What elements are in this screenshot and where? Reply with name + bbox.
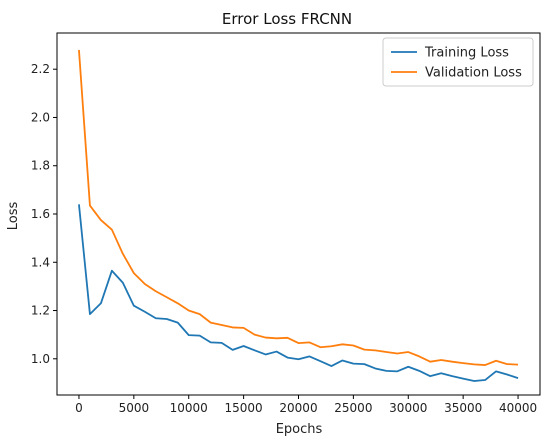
x-tick-label: 15000	[225, 401, 263, 415]
x-tick-label: 25000	[334, 401, 372, 415]
x-tick-label: 35000	[444, 401, 482, 415]
legend-entry: Validation Loss	[425, 66, 522, 81]
axes: 0 5000 10000 15000 20000 25000 30000 35000 40000…	[31, 32, 541, 415]
y-tick-label: 2.2	[31, 62, 50, 76]
y-tick-label: 1.8	[31, 159, 50, 173]
x-tick-label: 40000	[499, 401, 537, 415]
y-axis-label: Loss	[6, 202, 21, 231]
x-tick-label: 0	[75, 401, 83, 415]
plot-area	[78, 49, 519, 382]
legend: Training Loss Validation Loss	[382, 37, 534, 87]
series-line-1	[78, 49, 519, 366]
legend-entry: Training Loss	[424, 46, 509, 61]
x-tick-label: 30000	[389, 401, 427, 415]
x-tick-label: 10000	[170, 401, 208, 415]
y-tick-label: 1.4	[31, 255, 50, 269]
y-tick-label: 2.0	[31, 110, 50, 124]
y-tick-label: 1.6	[31, 207, 50, 221]
plot-frame	[56, 32, 541, 396]
x-tick-label: 5000	[119, 401, 150, 415]
y-tick-label: 1.0	[31, 352, 50, 366]
legend-box	[382, 37, 534, 87]
x-axis-label: Epochs	[276, 422, 323, 437]
y-tick-label: 1.2	[31, 304, 50, 318]
series-line-0	[78, 204, 519, 382]
x-tick-label: 20000	[279, 401, 317, 415]
chart-title: Error Loss FRCNN	[222, 10, 352, 28]
